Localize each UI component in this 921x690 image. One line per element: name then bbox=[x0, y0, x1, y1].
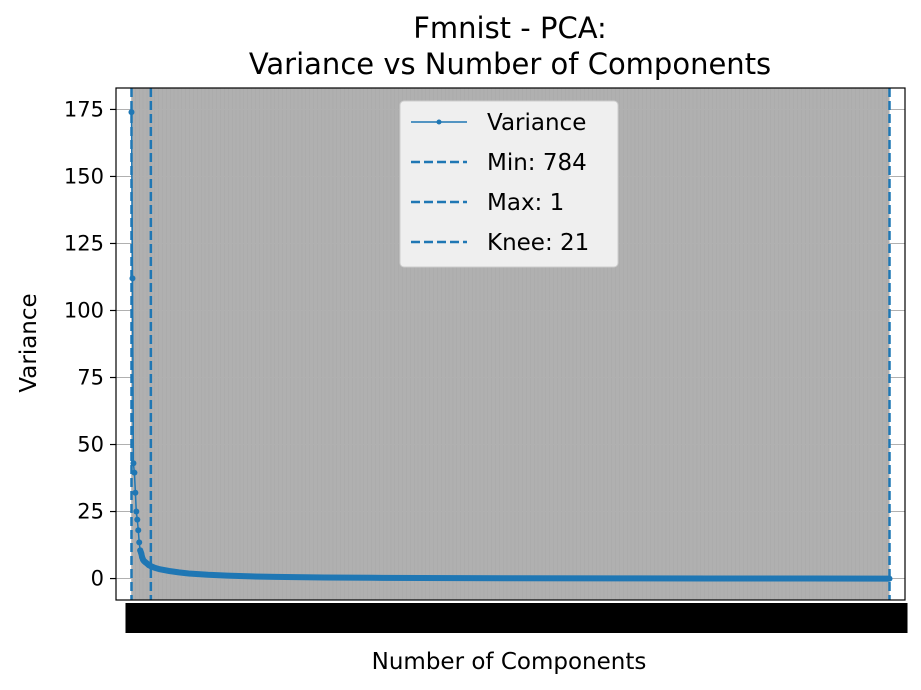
y-tick-label: 175 bbox=[64, 97, 104, 121]
chart-title-line2: Variance vs Number of Components bbox=[249, 47, 771, 81]
data-point bbox=[147, 563, 154, 570]
data-point bbox=[135, 527, 142, 534]
y-tick-label: 25 bbox=[77, 500, 104, 524]
y-axis-ticks: 0 25 50 75 100 125 150 175 bbox=[64, 97, 116, 591]
x-axis-label: Number of Components bbox=[372, 649, 647, 675]
data-point bbox=[128, 109, 135, 116]
y-tick-label: 150 bbox=[64, 164, 104, 188]
legend: Variance Min: 784 Max: 1 Knee: 21 bbox=[399, 100, 619, 268]
data-point bbox=[136, 539, 143, 546]
data-point bbox=[129, 275, 136, 282]
x-axis-ticks bbox=[125, 603, 908, 633]
legend-variance-marker bbox=[436, 119, 442, 125]
y-tick-label: 0 bbox=[91, 567, 104, 591]
legend-knee-label: Knee: 21 bbox=[487, 230, 589, 256]
y-tick-label: 50 bbox=[77, 433, 104, 457]
y-tick-label: 125 bbox=[64, 231, 104, 255]
legend-variance-label: Variance bbox=[487, 110, 586, 136]
legend-frame bbox=[399, 100, 619, 268]
chart-title-line1: Fmnist - PCA: bbox=[413, 11, 607, 45]
y-axis-label: Variance bbox=[16, 293, 42, 392]
data-point bbox=[132, 489, 139, 496]
legend-max-label: Max: 1 bbox=[487, 190, 564, 216]
x-tick-label-band bbox=[125, 603, 908, 633]
data-point bbox=[130, 460, 137, 467]
axes-frame bbox=[115, 87, 906, 601]
y-tick-label: 75 bbox=[77, 366, 104, 390]
data-point bbox=[133, 508, 140, 515]
data-point bbox=[134, 516, 141, 523]
legend-min-label: Min: 784 bbox=[487, 150, 587, 176]
y-tick-label: 100 bbox=[64, 298, 104, 322]
data-point bbox=[131, 469, 138, 476]
